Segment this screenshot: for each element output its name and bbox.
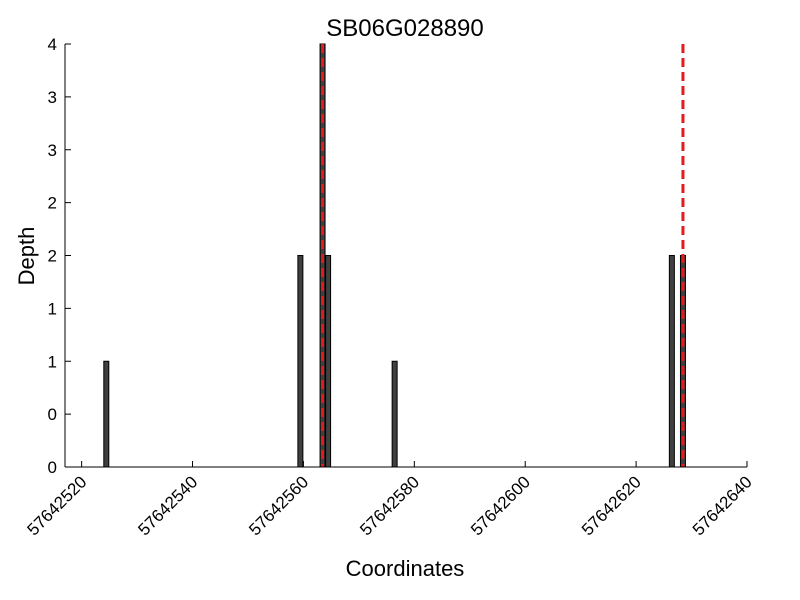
x-tick-label-0: 57642520: [24, 472, 91, 539]
x-tick-label-2: 57642560: [245, 472, 312, 539]
y-tick-label-5: 2: [48, 194, 57, 213]
x-tick-label-4: 57642600: [467, 472, 534, 539]
y-tick-label-1: 0: [48, 405, 57, 424]
y-tick-label-4: 2: [48, 247, 57, 266]
x-tick-label-5: 57642620: [578, 472, 645, 539]
bars-layer: [103, 43, 686, 468]
y-tick-label-6: 3: [48, 141, 57, 160]
x-tick-label-6: 57642640: [689, 472, 756, 539]
y-tick-label-3: 1: [48, 299, 57, 318]
bar-1: [297, 255, 304, 468]
x-axis-label: Coordinates: [346, 556, 465, 581]
ticks-layer: 0 0 1 1 2 2 3 3 4 57642520 57642540 57642560 5764258…: [24, 35, 756, 539]
x-tick-label-1: 57642540: [134, 472, 201, 539]
y-tick-label-7: 3: [48, 88, 57, 107]
bar-4: [391, 360, 398, 468]
y-tick-label-0: 0: [48, 458, 57, 477]
axes: [64, 44, 747, 468]
bar-0: [103, 360, 110, 468]
x-tick-label-3: 57642580: [356, 472, 423, 539]
y-tick-label-2: 1: [48, 352, 57, 371]
chart-title: SB06G028890: [326, 15, 483, 42]
bar-3: [325, 255, 332, 468]
bar-5: [668, 255, 675, 468]
markers-layer: [321, 44, 685, 467]
y-tick-label-8: 4: [48, 35, 57, 54]
y-axis-label: Depth: [14, 227, 39, 286]
